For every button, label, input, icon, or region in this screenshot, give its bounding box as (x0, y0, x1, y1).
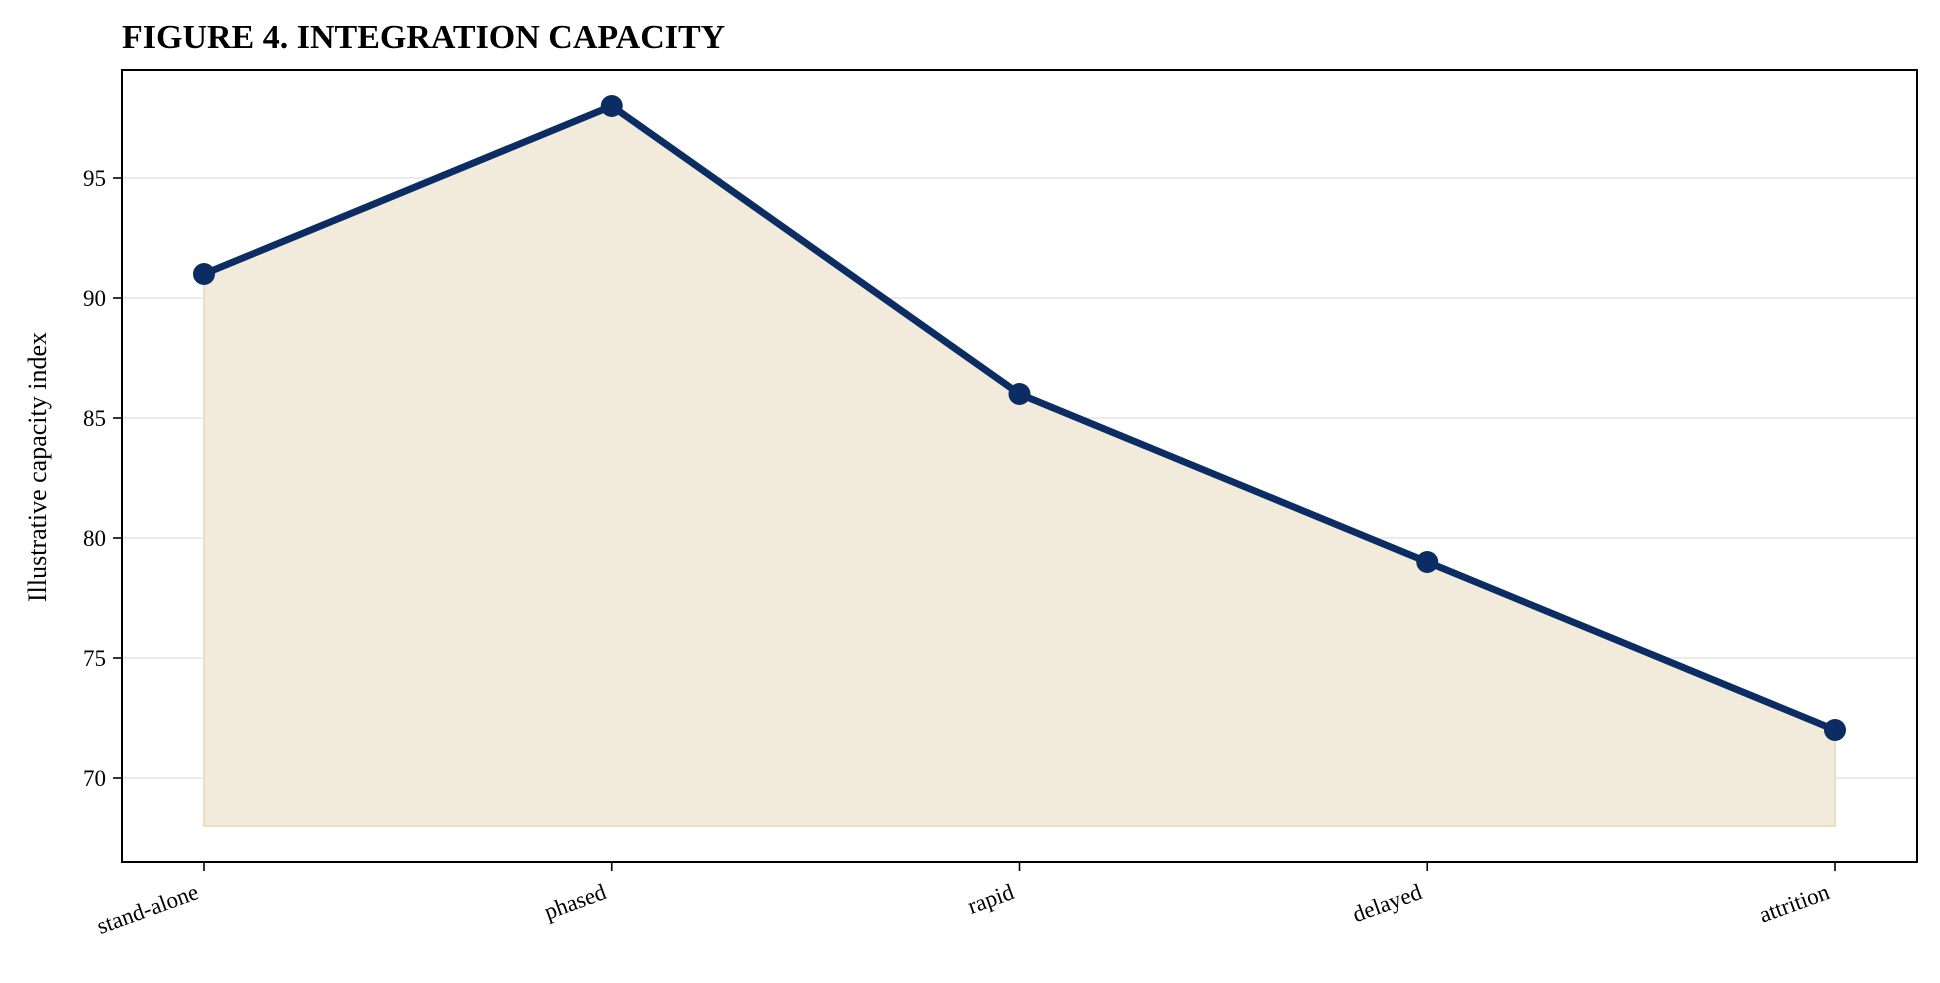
y-axis-ticks: 70 75 80 85 90 95 (83, 166, 122, 791)
data-point (1824, 719, 1846, 741)
data-point (1008, 383, 1031, 405)
y-tick-label: 95 (83, 166, 106, 191)
chart-title: FIGURE 4. INTEGRATION CAPACITY (122, 19, 725, 56)
y-tick-label: 70 (83, 766, 106, 791)
data-markers (193, 95, 1846, 741)
data-point (600, 95, 623, 117)
y-axis-label: Illustrative capacity index (23, 332, 52, 602)
y-tick-label: 80 (83, 526, 106, 551)
data-point (193, 263, 215, 285)
y-tick-label: 90 (83, 286, 106, 311)
data-point (1416, 551, 1439, 573)
y-tick-label: 75 (83, 646, 106, 671)
y-tick-label: 85 (83, 406, 106, 431)
